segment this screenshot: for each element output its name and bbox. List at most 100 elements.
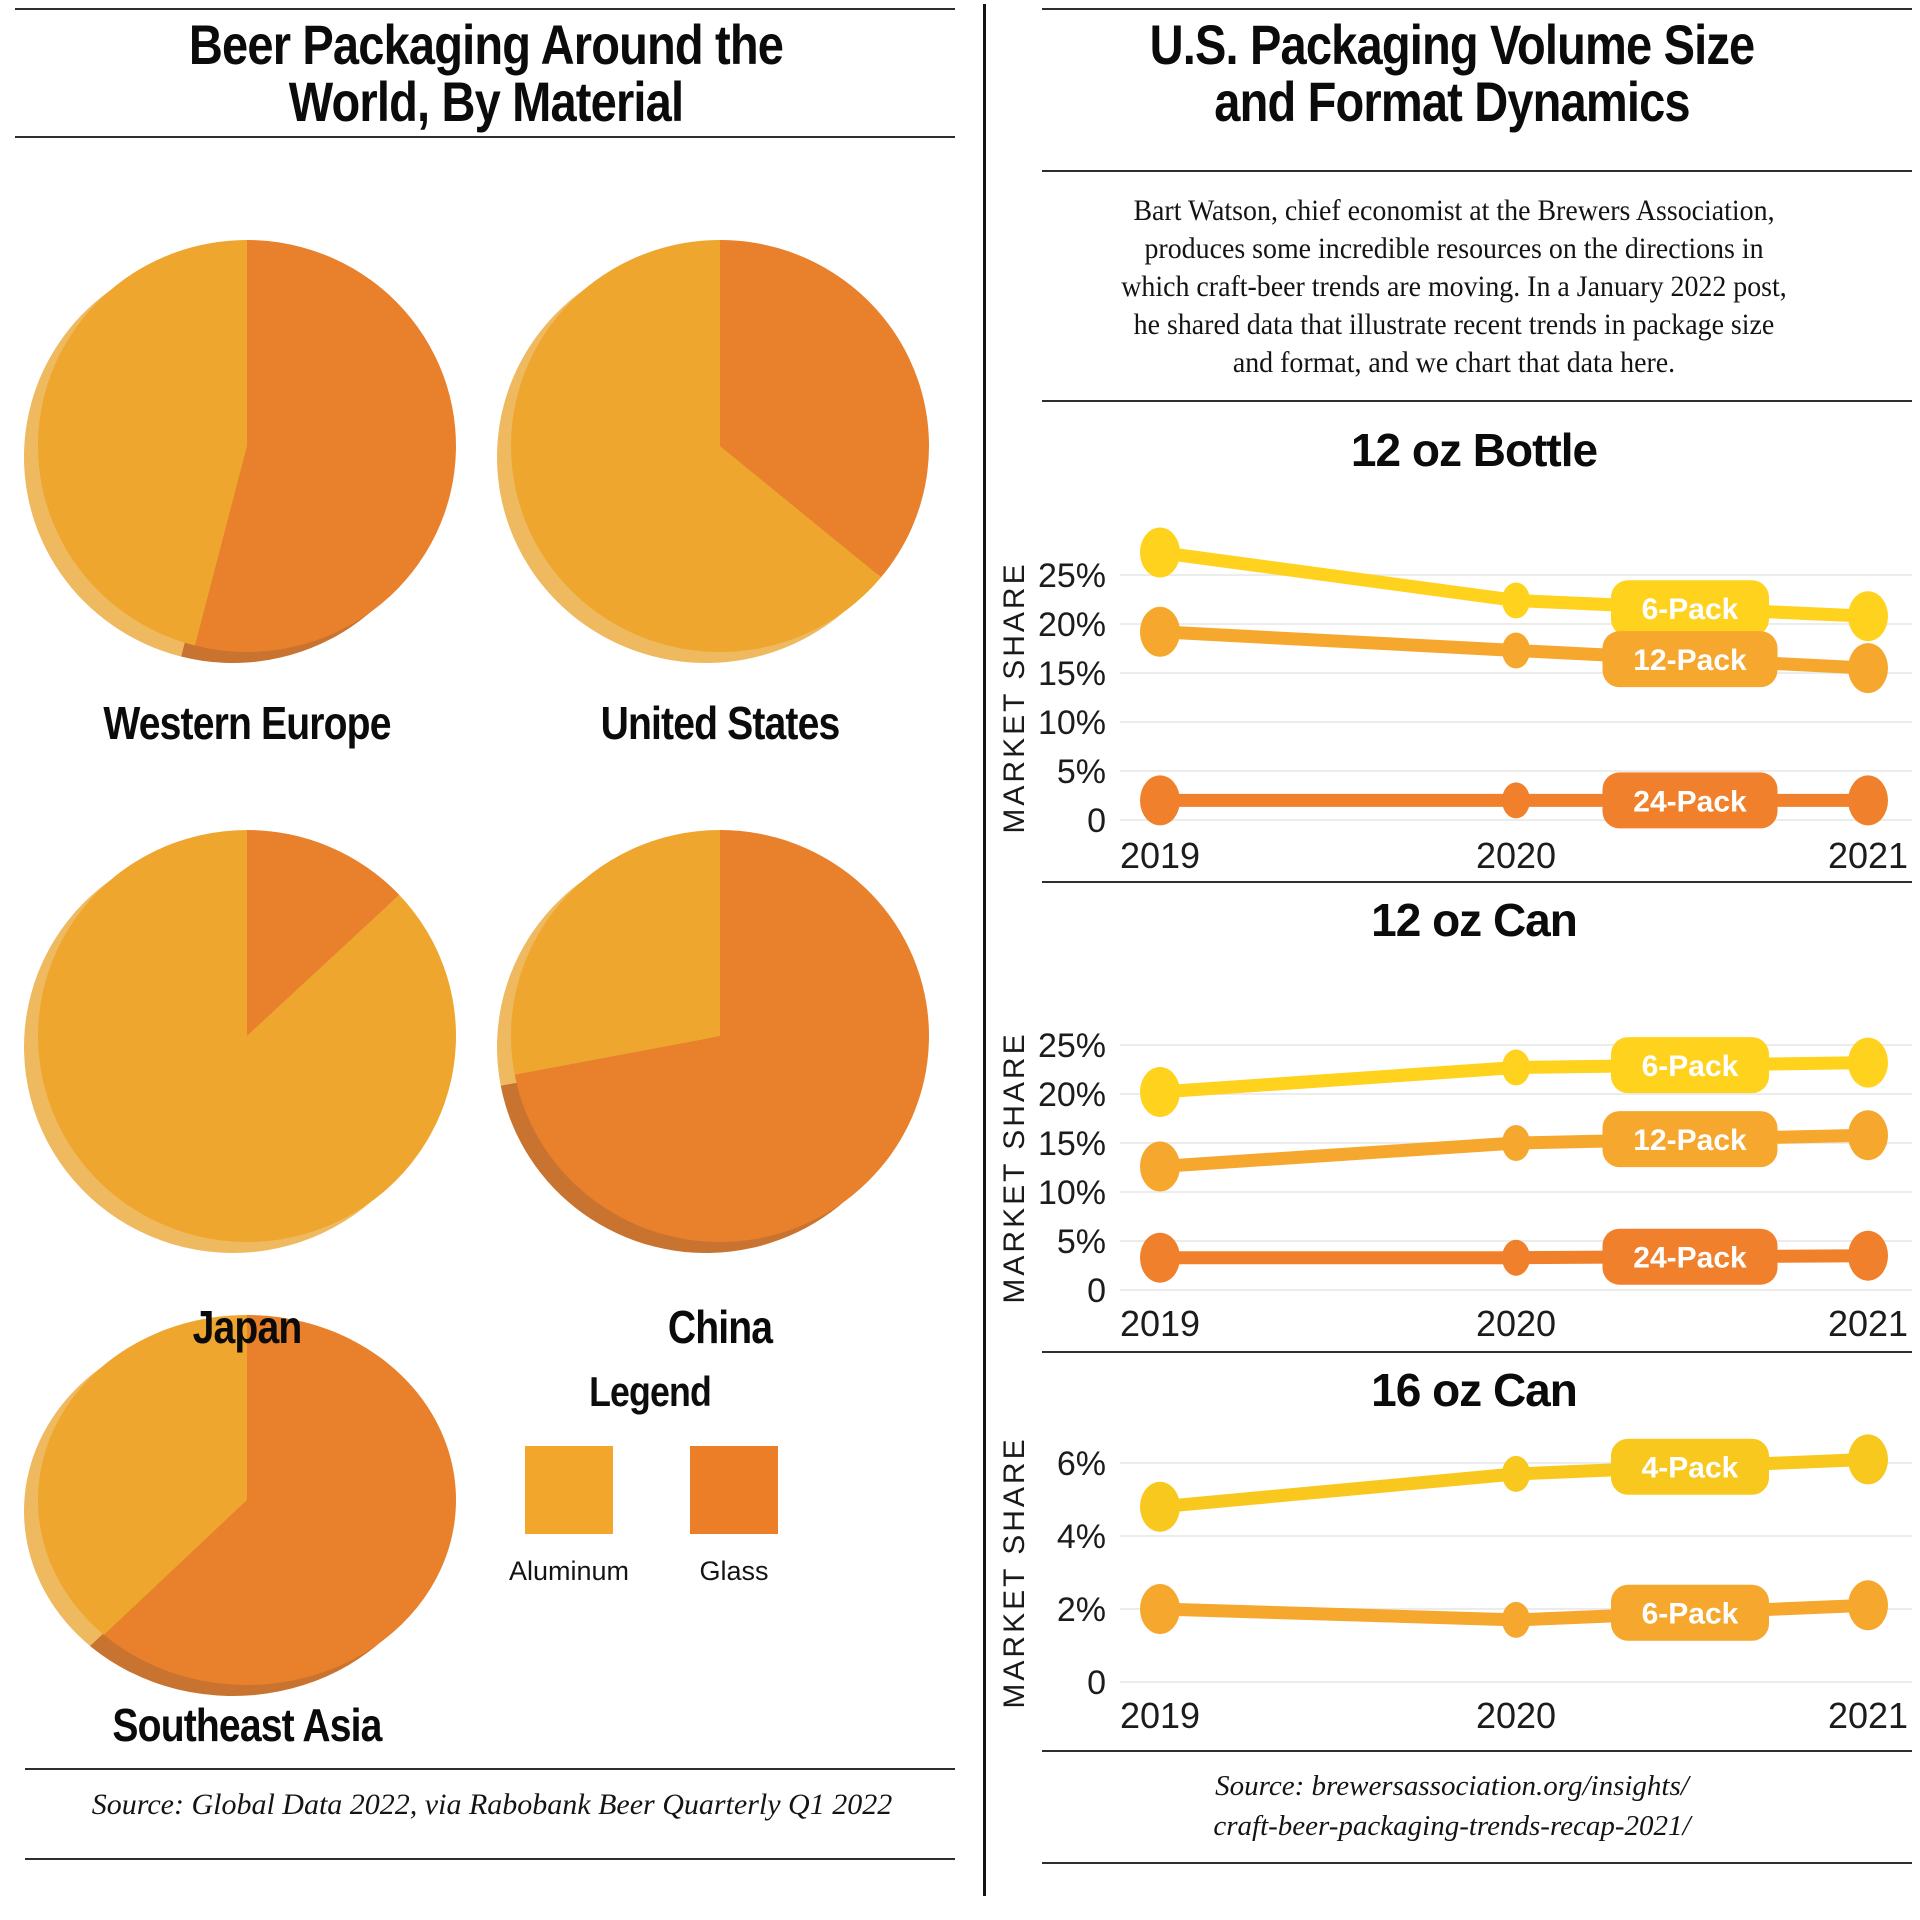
- svg-text:5%: 5%: [1057, 753, 1106, 791]
- aluminum-slice: [37, 1315, 247, 1635]
- legend-label-glass: Glass: [699, 1556, 769, 1586]
- pie-label-japan: Japan: [192, 1301, 303, 1353]
- left-source-text: Source: Global Data 2022, via Rabobank B…: [91, 1788, 893, 1821]
- glass-slice: [247, 830, 400, 1036]
- svg-text:12-Pack: 12-Pack: [1633, 1124, 1747, 1157]
- svg-text:2021: 2021: [1828, 835, 1908, 876]
- right-title-rule: [1042, 170, 1912, 172]
- left-source-bottom-rule: [25, 1858, 955, 1860]
- svg-text:10%: 10%: [1038, 1174, 1106, 1212]
- glass-slice: [195, 240, 456, 652]
- glass-slice: [103, 1315, 456, 1685]
- svg-text:2020: 2020: [1476, 835, 1556, 876]
- legend-swatch-aluminum: [525, 1446, 613, 1534]
- right-source-line2: craft-beer-packaging-trends-recap-2021/: [1213, 1810, 1691, 1842]
- svg-text:6-Pack: 6-Pack: [1642, 1050, 1739, 1083]
- svg-text:24-Pack: 24-Pack: [1633, 1242, 1747, 1275]
- legend-swatch-glass: [690, 1446, 778, 1534]
- pie-chart-southeast-asia: [12, 1265, 482, 1735]
- svg-text:20%: 20%: [1038, 606, 1106, 644]
- line-chart-svg: 6% 4% 2% 0 16 oz Can MARKET SHARE 2019 2020 2021…: [998, 1364, 1912, 1736]
- right-top-rule: [1042, 8, 1912, 10]
- svg-text:MARKET SHARE: MARKET SHARE: [998, 561, 1031, 833]
- panel-divider: [983, 4, 986, 1896]
- svg-text:10%: 10%: [1038, 704, 1106, 742]
- pie-chart-united-states: [485, 211, 955, 681]
- svg-text:MARKET SHARE: MARKET SHARE: [998, 1436, 1031, 1708]
- series-pill: [1611, 1037, 1769, 1094]
- svg-text:0: 0: [1087, 802, 1106, 840]
- right-title-line1: U.S. Packaging Volume Size: [1149, 13, 1756, 76]
- pie-label-china: China: [667, 1301, 773, 1353]
- chart-12oz-bottle: 25% 20% 15% 10% 5% 0 12 oz Bottle MARKET SHARE 2…: [984, 402, 1920, 882]
- aluminum-slice: [511, 240, 882, 652]
- svg-text:2019: 2019: [1120, 1303, 1200, 1344]
- svg-text:15%: 15%: [1038, 655, 1106, 693]
- svg-text:0: 0: [1087, 1272, 1106, 1310]
- svg-text:25%: 25%: [1038, 1027, 1106, 1065]
- svg-text:2021: 2021: [1828, 1695, 1908, 1736]
- series-pill: [1602, 1228, 1778, 1285]
- pie-svg: [497, 240, 930, 663]
- svg-text:0: 0: [1087, 1664, 1106, 1702]
- line-chart-svg: 25% 20% 15% 10% 5% 0 12 oz Bottle MARKET SHARE 2…: [998, 424, 1912, 876]
- pie-label-southeast-asia: Southeast Asia: [112, 1699, 382, 1751]
- glass-slice: [720, 240, 930, 578]
- left-source-top-rule: [25, 1768, 955, 1770]
- svg-text:2019: 2019: [1120, 1695, 1200, 1736]
- left-panel-title: Beer Packaging Around the World, By Mate…: [78, 16, 894, 130]
- pie-svg: [23, 830, 456, 1253]
- pie-svg: [496, 830, 929, 1253]
- intro-line-1: Bart Watson, chief economist at the Brew…: [1133, 194, 1775, 227]
- left-title-line2: World, By Material: [288, 70, 684, 134]
- chart3-top-rule: [1042, 1351, 1912, 1353]
- pie-svg: [23, 240, 456, 663]
- svg-text:2020: 2020: [1476, 1303, 1556, 1344]
- svg-text:2%: 2%: [1057, 1591, 1106, 1629]
- right-source-top-rule: [1042, 1750, 1912, 1752]
- svg-text:2021: 2021: [1828, 1303, 1908, 1344]
- svg-text:15%: 15%: [1038, 1125, 1106, 1163]
- svg-text:6-Pack: 6-Pack: [1642, 1598, 1739, 1631]
- legend-title: Legend: [589, 1368, 712, 1415]
- series-pill: [1611, 1438, 1769, 1495]
- right-source-bottom-rule: [1042, 1862, 1912, 1864]
- right-panel-title: U.S. Packaging Volume Size and Format Dy…: [1059, 16, 1845, 130]
- aluminum-slice: [510, 830, 720, 1075]
- svg-text:25%: 25%: [1038, 557, 1106, 595]
- left-top-rule: [15, 8, 955, 10]
- intro-line-3: which craft-beer trends are moving. In a…: [1121, 270, 1787, 303]
- svg-text:4%: 4%: [1057, 1518, 1106, 1556]
- pie-label-united-states: United States: [600, 697, 841, 749]
- right-source-line1: Source: brewersassociation.org/insights/: [1215, 1770, 1689, 1802]
- chart-16oz-can: 6% 4% 2% 0 16 oz Can MARKET SHARE 2019 2020 2021…: [984, 1352, 1920, 1744]
- pie-svg: [23, 1315, 456, 1696]
- series-pill: [1602, 631, 1778, 688]
- pie-chart-western-europe: [12, 211, 482, 681]
- right-title-line2: and Format Dynamics: [1214, 70, 1690, 134]
- svg-text:16 oz Can: 16 oz Can: [1371, 1364, 1577, 1416]
- svg-text:6%: 6%: [1057, 1445, 1106, 1483]
- series-pill: [1602, 1111, 1778, 1168]
- series-pill: [1611, 580, 1769, 637]
- pie-label-western-europe: Western Europe: [103, 697, 391, 749]
- svg-text:12 oz Can: 12 oz Can: [1371, 894, 1577, 946]
- series-pill: [1611, 1584, 1769, 1641]
- svg-text:24-Pack: 24-Pack: [1633, 785, 1747, 818]
- left-title-line1: Beer Packaging Around the: [188, 13, 784, 76]
- intro-line-4: he shared data that illustrate recent tr…: [1133, 308, 1775, 341]
- svg-text:MARKET SHARE: MARKET SHARE: [998, 1031, 1031, 1303]
- svg-text:4-Pack: 4-Pack: [1642, 1452, 1739, 1485]
- chart-12oz-can: 25% 20% 15% 10% 5% 0 12 oz Can MARKET SHARE 2019…: [984, 882, 1920, 1350]
- legend-label-aluminum: Aluminum: [508, 1556, 630, 1586]
- intro-line-5: and format, and we chart that data here.: [1232, 346, 1676, 379]
- svg-text:12-Pack: 12-Pack: [1633, 644, 1747, 677]
- glass-slice: [514, 830, 929, 1242]
- intro-paragraph: Bart Watson, chief economist at the Brew…: [1036, 192, 1873, 382]
- pie-chart-japan: [12, 801, 482, 1271]
- series-pill: [1602, 772, 1778, 829]
- line-chart-svg: 25% 20% 15% 10% 5% 0 12 oz Can MARKET SHARE 2019…: [998, 894, 1912, 1344]
- chart1-top-rule: [1042, 400, 1912, 402]
- svg-text:12 oz Bottle: 12 oz Bottle: [1351, 424, 1598, 476]
